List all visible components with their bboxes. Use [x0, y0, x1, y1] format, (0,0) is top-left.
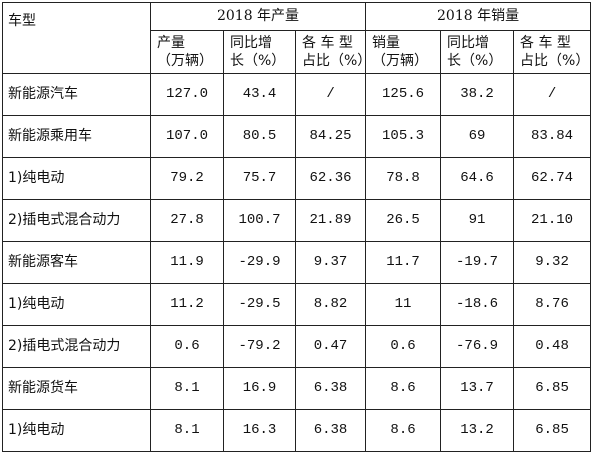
table-cell: 62.74 — [513, 157, 592, 200]
table-cell: 8.6 — [365, 409, 442, 452]
table-cell: 75.7 — [223, 157, 296, 200]
table-cell: -29.9 — [223, 241, 296, 284]
table-cell: 16.9 — [223, 367, 296, 410]
table-cell: 0.6 — [150, 325, 224, 368]
category-header: 车型 — [2, 2, 151, 74]
table-row: 1)纯电动 8.1 16.3 6.38 8.6 13.2 6.85 — [2, 409, 592, 452]
table-row: 1)纯电动 79.2 75.7 62.36 78.8 64.6 62.74 — [2, 157, 592, 200]
table-cell: 27.8 — [150, 199, 224, 242]
table-cell: 26.5 — [365, 199, 442, 242]
row-label: 新能源客车 — [2, 241, 151, 284]
subheader-production-volume: 产量 （万辆） — [150, 30, 224, 74]
table-cell: 9.37 — [294, 241, 367, 284]
subheader-sales-volume: 销量 （万辆） — [365, 30, 442, 74]
table-cell: 62.36 — [294, 157, 367, 200]
table-cell: 21.10 — [513, 199, 592, 242]
table-cell: 79.2 — [150, 157, 224, 200]
table-row: 2)插电式混合动力 27.8 100.7 21.89 26.5 91 21.10 — [2, 199, 592, 242]
row-label: 1)纯电动 — [2, 157, 151, 200]
table-cell: 80.5 — [223, 115, 296, 158]
table-cell: 11.2 — [150, 283, 224, 326]
group-header-production: 2018 年产量 — [149, 2, 367, 31]
table-cell: -76.9 — [440, 325, 515, 368]
table-cell: 8.82 — [294, 283, 367, 326]
table-row: 1)纯电动 11.2 -29.5 8.82 11 -18.6 8.76 — [2, 283, 592, 326]
subheader-production-yoy: 同比增 长（%） — [223, 30, 296, 74]
table-row: 2)插电式混合动力 0.6 -79.2 0.47 0.6 -76.9 0.48 — [2, 325, 592, 368]
table-cell: 13.7 — [440, 367, 515, 410]
table-cell: 8.1 — [150, 409, 224, 452]
table-cell: 6.85 — [513, 409, 592, 452]
table-cell: 83.84 — [513, 115, 592, 158]
table-cell: 78.8 — [365, 157, 442, 200]
table-row: 新能源乘用车 107.0 80.5 84.25 105.3 69 83.84 — [2, 115, 592, 158]
table-cell: 11.9 — [150, 241, 224, 284]
table-cell: 91 — [440, 199, 515, 242]
group-header-sales: 2018 年销量 — [365, 2, 592, 31]
table-cell: -79.2 — [223, 325, 296, 368]
table-cell: 0.47 — [294, 325, 367, 368]
table-cell: -19.7 — [440, 241, 515, 284]
table-cell: 11 — [365, 283, 442, 326]
table-cell: 6.38 — [294, 409, 367, 452]
table-cell: 43.4 — [223, 73, 296, 116]
table-cell: 64.6 — [440, 157, 515, 200]
table-row: 新能源货车 8.1 16.9 6.38 8.6 13.7 6.85 — [2, 367, 592, 410]
table-cell: 16.3 — [223, 409, 296, 452]
table-cell: 125.6 — [365, 73, 442, 116]
table-cell: 21.89 — [294, 199, 367, 242]
table-cell: -18.6 — [440, 283, 515, 326]
row-label: 新能源货车 — [2, 367, 151, 410]
table-cell: 0.48 — [513, 325, 592, 368]
table-row: 新能源客车 11.9 -29.9 9.37 11.7 -19.7 9.32 — [2, 241, 592, 284]
row-label: 新能源汽车 — [2, 73, 151, 116]
subheader-sales-yoy: 同比增 长（%） — [440, 30, 515, 74]
table-cell: 84.25 — [294, 115, 367, 158]
table-cell: 127.0 — [150, 73, 224, 116]
table-cell: / — [513, 73, 592, 116]
table-cell: 11.7 — [365, 241, 442, 284]
row-label: 新能源乘用车 — [2, 115, 151, 158]
subheader-sales-share: 各 车 型占比（%） — [513, 30, 592, 74]
table-cell: 8.6 — [365, 367, 442, 410]
subheader-production-share: 各 车 型占比（%） — [294, 30, 371, 74]
table-cell: 105.3 — [365, 115, 442, 158]
table-cell: 0.6 — [365, 325, 442, 368]
row-label: 2)插电式混合动力 — [2, 325, 151, 368]
table-cell: 6.85 — [513, 367, 592, 410]
table-cell: 107.0 — [150, 115, 224, 158]
table-cell: 9.32 — [513, 241, 592, 284]
table-cell: / — [294, 73, 367, 116]
table-cell: 13.2 — [440, 409, 515, 452]
table-cell: 38.2 — [440, 73, 515, 116]
table-cell: 8.76 — [513, 283, 592, 326]
table-cell: -29.5 — [223, 283, 296, 326]
table-cell: 6.38 — [294, 367, 367, 410]
table-cell: 100.7 — [223, 199, 296, 242]
table-cell: 69 — [440, 115, 515, 158]
row-label: 1)纯电动 — [2, 283, 151, 326]
row-label: 2)插电式混合动力 — [2, 199, 151, 242]
row-label: 1)纯电动 — [2, 409, 151, 452]
table-row: 新能源汽车 127.0 43.4/125.6 38.2/ — [2, 73, 592, 116]
table-cell: 8.1 — [150, 367, 224, 410]
